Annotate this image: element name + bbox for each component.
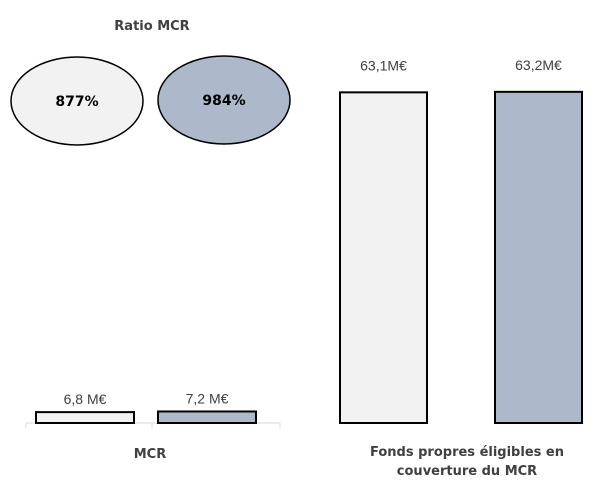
fp-data-label: 63,2M€: [515, 57, 562, 73]
mcr-bar: [157, 410, 257, 425]
ratio-value-2: 984%: [202, 93, 245, 109]
mcr-data-label: 7,2 M€: [186, 390, 229, 406]
fp-data-label: 63,1M€: [360, 57, 407, 73]
mcr-axis-label: MCR: [134, 447, 167, 462]
ratio-value-1: 877%: [55, 94, 98, 110]
fp-bar: [339, 91, 428, 425]
ratio-title: Ratio MCR: [114, 19, 189, 34]
mcr-data-label: 6,8 M€: [64, 391, 107, 407]
ratio-ellipse-2: [157, 55, 291, 145]
mcr-bar: [35, 411, 135, 424]
ratio-ellipse-1: [10, 56, 144, 146]
fp-axis-label: Fonds propres éligibles en couverture du …: [370, 445, 564, 479]
fp-bar: [494, 90, 583, 424]
